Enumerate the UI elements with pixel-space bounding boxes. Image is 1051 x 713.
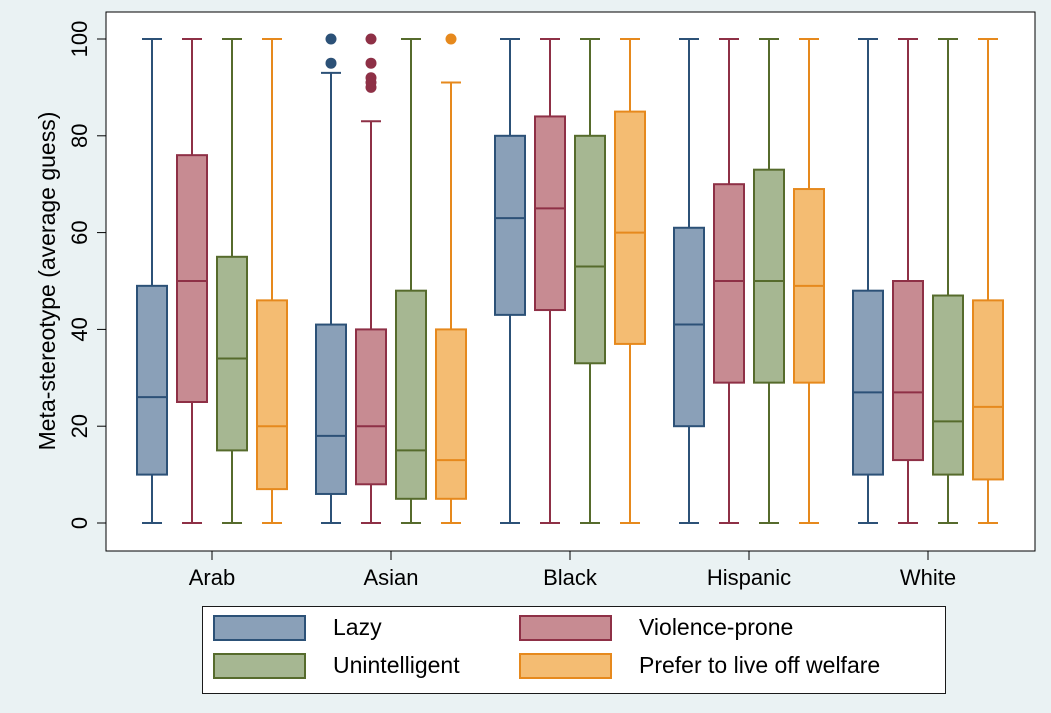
box: [216, 255, 248, 452]
outlier-point: [325, 57, 337, 69]
y-tick-label: 80: [67, 124, 92, 148]
legend-swatch: [519, 614, 612, 641]
outlier-point: [325, 33, 337, 45]
legend-label: Lazy: [333, 614, 382, 640]
box: [256, 299, 288, 491]
box: [355, 328, 387, 486]
legend: Lazy Violence-prone Unintelligent Prefer…: [202, 606, 946, 694]
box: [534, 115, 566, 312]
box: [435, 328, 467, 500]
box: [315, 323, 347, 495]
legend-swatch: [519, 652, 612, 679]
legend-label: Violence-prone: [639, 614, 794, 640]
box: [614, 110, 646, 345]
legend-swatch: [213, 652, 306, 679]
box: [892, 280, 924, 462]
y-tick-label: 20: [67, 414, 92, 438]
box: [395, 289, 427, 500]
outlier-point: [365, 72, 377, 84]
box: [852, 289, 884, 476]
y-tick-label: 40: [67, 317, 92, 341]
y-axis-label: Meta-stereotype (average guess): [34, 112, 60, 451]
y-tick-label: 60: [67, 220, 92, 244]
box: [136, 284, 168, 476]
x-tick-label: Hispanic: [707, 565, 791, 590]
y-tick-label: 0: [67, 517, 92, 529]
box: [753, 168, 785, 384]
box: [574, 134, 606, 365]
legend-swatch: [213, 614, 306, 641]
legend-item-unintelligent: Unintelligent: [213, 652, 460, 679]
x-tick-label: White: [900, 565, 956, 590]
box: [176, 154, 208, 403]
box: [713, 183, 745, 384]
legend-item-lazy: Lazy: [213, 614, 382, 641]
x-tick-label: Black: [543, 565, 598, 590]
outlier-point: [365, 57, 377, 69]
y-tick-label: 100: [67, 21, 92, 58]
box: [673, 226, 705, 428]
x-tick-label: Asian: [363, 565, 418, 590]
outlier-point: [365, 33, 377, 45]
legend-item-violence-prone: Violence-prone: [519, 614, 793, 641]
legend-item-prefer-to-live-off-welfare: Prefer to live off welfare: [519, 652, 880, 679]
box: [932, 294, 964, 476]
box: [494, 134, 526, 316]
legend-label: Prefer to live off welfare: [639, 652, 881, 678]
legend-label: Unintelligent: [333, 652, 460, 678]
outlier-point: [445, 33, 457, 45]
x-tick-label: Arab: [189, 565, 235, 590]
box: [972, 299, 1004, 481]
